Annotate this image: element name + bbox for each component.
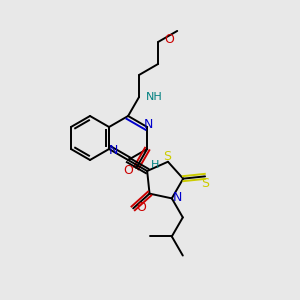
Text: O: O <box>136 201 146 214</box>
Text: O: O <box>123 164 133 177</box>
Text: N: N <box>108 143 118 157</box>
Text: S: S <box>201 177 209 190</box>
Text: O: O <box>164 33 174 46</box>
Text: NH: NH <box>146 92 163 102</box>
Text: S: S <box>163 150 171 163</box>
Text: N: N <box>173 191 182 204</box>
Text: N: N <box>143 118 153 130</box>
Text: H: H <box>151 160 159 170</box>
